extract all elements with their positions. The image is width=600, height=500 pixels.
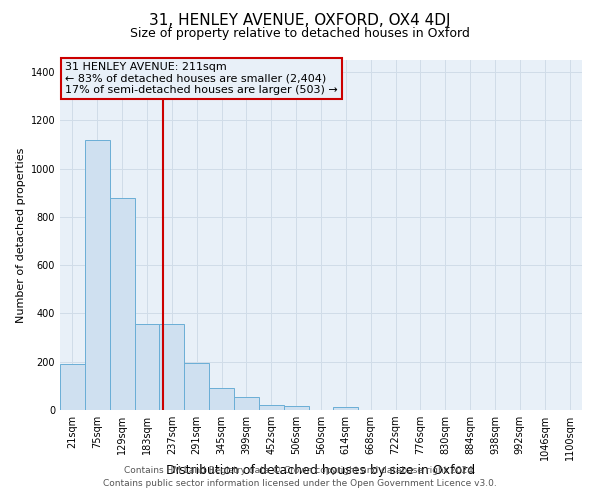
Bar xyxy=(234,396,259,410)
Bar xyxy=(85,140,110,410)
Y-axis label: Number of detached properties: Number of detached properties xyxy=(16,148,26,322)
Bar xyxy=(334,407,358,410)
Text: 31 HENLEY AVENUE: 211sqm
← 83% of detached houses are smaller (2,404)
17% of sem: 31 HENLEY AVENUE: 211sqm ← 83% of detach… xyxy=(65,62,338,95)
Text: Contains HM Land Registry data © Crown copyright and database right 2024.
Contai: Contains HM Land Registry data © Crown c… xyxy=(103,466,497,487)
Bar xyxy=(60,364,85,410)
Bar xyxy=(209,388,234,410)
Bar xyxy=(259,404,284,410)
X-axis label: Distribution of detached houses by size in Oxford: Distribution of detached houses by size … xyxy=(166,464,476,477)
Text: 31, HENLEY AVENUE, OXFORD, OX4 4DJ: 31, HENLEY AVENUE, OXFORD, OX4 4DJ xyxy=(149,12,451,28)
Bar xyxy=(110,198,134,410)
Bar xyxy=(184,363,209,410)
Bar xyxy=(160,324,184,410)
Bar xyxy=(284,406,308,410)
Bar xyxy=(134,324,160,410)
Text: Size of property relative to detached houses in Oxford: Size of property relative to detached ho… xyxy=(130,28,470,40)
